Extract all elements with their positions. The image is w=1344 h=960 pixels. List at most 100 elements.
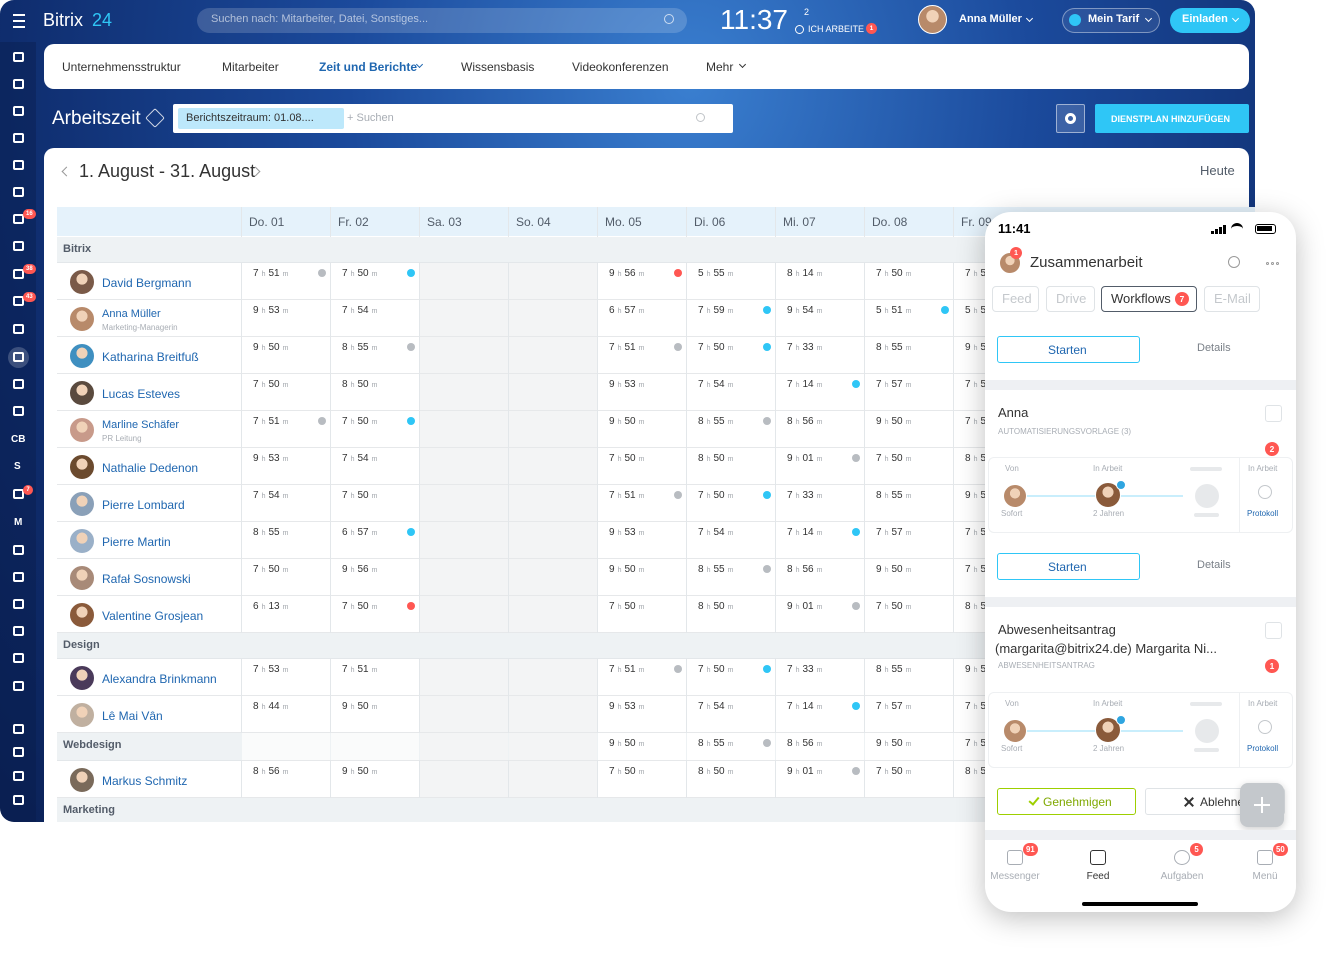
- button-label: Ablehne: [1200, 795, 1244, 809]
- details-link[interactable]: Details: [1197, 342, 1231, 355]
- bottom-nav-label[interactable]: Aufgaben: [1161, 871, 1204, 883]
- bottom-nav-label[interactable]: Messenger: [990, 871, 1039, 883]
- sidebar-icon[interactable]: [13, 52, 24, 62]
- sidebar-icon[interactable]: [13, 653, 24, 663]
- employee-name[interactable]: Nathalie Dedenon: [102, 461, 198, 475]
- log-link[interactable]: Protokoll: [1247, 509, 1278, 519]
- invite-button[interactable]: Einladen: [1170, 8, 1250, 33]
- nav-item[interactable]: Unternehmensstruktur: [62, 60, 181, 74]
- sidebar-icon[interactable]: [13, 626, 24, 636]
- sidebar-icon[interactable]: [13, 106, 24, 116]
- add-button[interactable]: [1240, 783, 1284, 827]
- sidebar-icon[interactable]: [13, 324, 24, 334]
- employee-name[interactable]: Valentine Grosjean: [102, 609, 203, 623]
- search-box[interactable]: Suchen nach: Mitarbeiter, Datei, Sonstig…: [197, 8, 687, 33]
- sidebar-icon[interactable]: [13, 599, 24, 609]
- cell-time: 8h56m: [787, 415, 825, 429]
- start-button[interactable]: Starten: [997, 553, 1140, 580]
- more-dot[interactable]: [1276, 262, 1279, 265]
- checkbox[interactable]: [1265, 622, 1282, 639]
- time-unit: m: [639, 456, 645, 463]
- sidebar-icon[interactable]: [13, 241, 24, 251]
- tab[interactable]: Workflows7: [1101, 286, 1197, 312]
- time-unit: h: [262, 567, 266, 574]
- more-dot[interactable]: [1266, 262, 1269, 265]
- checkbox[interactable]: [1265, 405, 1282, 422]
- employee-name[interactable]: Markus Schmitz: [102, 774, 187, 788]
- cell-time: 7h57m: [876, 526, 914, 540]
- nav-icon[interactable]: [1257, 850, 1273, 865]
- day-header: Sa. 03: [427, 215, 462, 229]
- badge: 1: [1010, 247, 1022, 259]
- nav-item[interactable]: Mehr: [706, 60, 733, 74]
- tab[interactable]: E-Mail: [1204, 286, 1260, 312]
- filter-box[interactable]: Berichtszeitraum: 01.08....+ Suchen: [173, 104, 733, 133]
- sidebar-label[interactable]: CB: [11, 434, 25, 446]
- employee-name[interactable]: Alexandra Brinkmann: [102, 672, 217, 686]
- sidebar-icon[interactable]: [13, 771, 24, 781]
- sidebar-icon[interactable]: [13, 379, 24, 389]
- employee-name[interactable]: Marline Schäfer: [102, 419, 179, 432]
- time-unit: h: [262, 769, 266, 776]
- employee-name[interactable]: Anna Müller: [102, 308, 161, 321]
- sidebar-label[interactable]: S: [14, 461, 21, 473]
- time-value: 57: [891, 379, 902, 390]
- employee-name[interactable]: Katharina Breitfuß: [102, 350, 199, 364]
- user-name[interactable]: Anna Müller: [959, 13, 1022, 26]
- day-header: Fr. 02: [338, 215, 369, 229]
- tab[interactable]: Feed: [992, 286, 1039, 312]
- nav-icon[interactable]: [1007, 850, 1023, 865]
- time-unit: h: [974, 419, 978, 426]
- nav-icon[interactable]: [1174, 850, 1190, 865]
- bottom-nav-label[interactable]: Menü: [1252, 871, 1277, 883]
- sidebar-icon[interactable]: [13, 406, 24, 416]
- time-unit: h: [885, 382, 889, 389]
- employee-name[interactable]: Rafał Sosnowski: [102, 572, 191, 586]
- employee-name[interactable]: Pierre Martin: [102, 535, 171, 549]
- time-value: 33: [802, 342, 813, 353]
- start-button[interactable]: Starten: [997, 336, 1140, 363]
- nav-item[interactable]: Wissensbasis: [461, 60, 534, 74]
- sidebar-label[interactable]: M: [14, 517, 22, 529]
- sidebar-icon[interactable]: [13, 352, 24, 362]
- sidebar-icon[interactable]: [13, 795, 24, 805]
- time-value: 54: [802, 305, 813, 316]
- employee-name[interactable]: Pierre Lombard: [102, 498, 185, 512]
- tab[interactable]: Drive: [1046, 286, 1095, 312]
- sidebar-icon[interactable]: [13, 79, 24, 89]
- work-status[interactable]: ICH ARBEITE: [808, 24, 864, 35]
- time-value: 7: [698, 527, 704, 538]
- time-value: 9: [609, 738, 615, 749]
- time-value: 9: [876, 738, 882, 749]
- sidebar-icon[interactable]: [13, 747, 24, 757]
- details-link[interactable]: Details: [1197, 559, 1231, 572]
- nav-icon[interactable]: [1090, 850, 1106, 865]
- sidebar-icon[interactable]: [13, 160, 24, 170]
- employee-name[interactable]: Lê Mai Vân: [102, 709, 163, 723]
- sidebar-icon[interactable]: [13, 681, 24, 691]
- log-link[interactable]: Protokoll: [1247, 744, 1278, 754]
- today-button[interactable]: Heute: [1200, 163, 1235, 179]
- avatar: [69, 269, 95, 295]
- nav-item[interactable]: Mitarbeiter: [222, 60, 279, 74]
- approve-button[interactable]: Genehmigen: [997, 788, 1136, 815]
- nav-item[interactable]: Zeit und Berichte: [319, 60, 417, 74]
- time-unit: m: [817, 667, 823, 674]
- time-value: 55: [713, 564, 724, 575]
- sidebar-icon[interactable]: [13, 545, 24, 555]
- nav-item[interactable]: Videokonferenzen: [572, 60, 669, 74]
- add-schedule-button[interactable]: DIENSTPLAN HINZUFÜGEN: [1095, 104, 1249, 133]
- step-divider: [1239, 457, 1240, 533]
- sidebar-icon[interactable]: [13, 572, 24, 582]
- sidebar-icon[interactable]: [13, 187, 24, 197]
- plan-button[interactable]: Mein Tarif: [1062, 8, 1160, 33]
- time-value: 50: [891, 738, 902, 749]
- more-dot[interactable]: [1271, 262, 1274, 265]
- employee-name[interactable]: David Bergmann: [102, 276, 191, 290]
- cell-time: 9h53m: [253, 304, 291, 318]
- bottom-nav-label[interactable]: Feed: [1087, 871, 1110, 883]
- sidebar-icon[interactable]: [13, 724, 24, 734]
- sidebar-icon[interactable]: [13, 133, 24, 143]
- employee-name[interactable]: Lucas Esteves: [102, 387, 180, 401]
- time-value: 55: [713, 738, 724, 749]
